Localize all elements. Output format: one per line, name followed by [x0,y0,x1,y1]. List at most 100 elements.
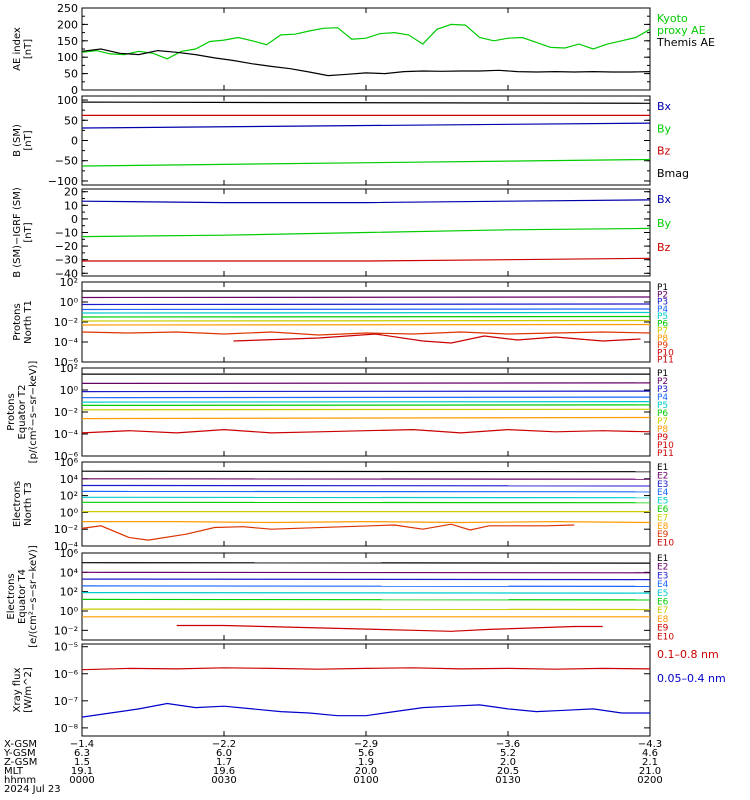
panel-frame [81,367,651,457]
legend-entry: E7 [657,606,668,616]
series-line-E9 [176,624,603,632]
y-axis-label: [nT] [23,130,34,150]
legend-entry: P1 [657,283,668,293]
y-tick-label: 10⁶ [60,547,79,560]
y-axis-label: [e/(cm²−s−sr−keV)] [28,545,39,648]
series-line-Bx [81,122,651,129]
y-tick-label: 10² [60,490,78,503]
legend-entry: E8 [657,522,669,532]
legend-entry: P3 [657,298,668,308]
series-line-Themis-AE [81,48,651,77]
y-tick-label: 150 [57,35,78,48]
legend-entry: By [657,122,672,135]
series-line-E8 [82,520,651,524]
legend-entry: P7 [657,417,668,427]
legend-entry: P1 [657,369,668,379]
y-tick-label: 10⁻⁴ [54,336,79,349]
y-tick-label: 10⁴ [60,566,79,579]
x-axis-row-value: 4.6 [642,748,658,759]
y-axis-label: [nT] [23,222,34,242]
x-axis-row-value: 0200 [637,775,662,786]
y-tick-label: 10⁻² [54,523,78,536]
y-tick-label: 0 [71,213,78,226]
y-axis-label: [nT] [23,39,34,59]
y-tick-label: −100 [48,175,78,188]
legend-entry: 0.05–0.4 nm [657,672,726,685]
legend-entry: Kyoto [657,12,688,25]
x-axis-row-value: 19.6 [213,766,235,777]
series-line-P7 [81,319,651,322]
legend-entry: E5 [657,497,668,507]
legend-entry: P3 [657,385,668,395]
y-tick-label: 0 [71,84,78,97]
legend-entry: E2 [657,563,668,573]
x-axis-row-value: 0030 [211,775,236,786]
y-axis-label: B (SM) [12,124,23,157]
legend-entry: Bx [657,100,672,113]
legend-entry: E3 [657,571,668,581]
series-line-Bz [82,257,651,262]
y-tick-label: 100 [57,51,78,64]
y-tick-label: 10⁻⁸ [54,722,79,735]
series-line-P3 [81,390,651,393]
panel-frame [81,643,651,737]
legend-entry: P8 [657,425,668,435]
x-axis-row-value: 1.7 [216,757,232,768]
legend-entry: 0.1–0.8 nm [657,648,719,661]
series-line-P6 [81,315,651,318]
series-line-P8 [81,323,651,326]
series-line-P4 [81,396,651,399]
legend-entry: P6 [657,319,668,329]
x-axis-row-value: 0100 [353,775,378,786]
legend-entry: E3 [657,480,668,490]
series-line-P9 [81,331,651,336]
x-axis-row-value: 2.0 [500,757,516,768]
y-tick-label: −20 [55,240,78,253]
y-tick-label: −30 [55,254,78,267]
legend-entry: P9 [657,433,668,443]
legend-entry: P2 [657,377,668,387]
series-line-E6 [81,598,651,601]
legend-entry: E1 [657,463,668,473]
series-line-E9 [81,523,575,541]
legend-entry: P8 [657,334,668,344]
y-axis-label: Protons [6,393,17,430]
legend-entry: proxy AE [657,24,706,37]
y-axis-label: North T3 [23,482,34,526]
y-axis-label: Equator T4 [17,569,28,624]
x-axis-row-value: −1.4 [70,739,94,750]
y-tick-label: 10⁻⁶ [54,356,79,369]
y-tick-label: 10⁰ [60,506,79,519]
y-tick-label: 10² [60,362,78,375]
series-line-P5 [81,311,651,314]
series-line-P5 [81,401,651,403]
legend-entry: P5 [657,312,668,322]
y-axis-label: Electrons [6,573,17,619]
legend-entry: Bx [657,193,672,206]
legend-entry: E6 [657,505,669,515]
x-axis-row-label: X-GSM [4,739,37,750]
y-axis-label: Xray flux [12,668,23,713]
y-tick-label: 10⁻⁶ [54,668,79,681]
legend-entry: E9 [657,624,669,634]
series-line-E3 [81,578,651,581]
x-axis-row-value: −2.9 [354,739,378,750]
legend-entry: P4 [657,393,668,403]
series-line-By [81,158,651,167]
legend-entry: E10 [657,632,674,642]
x-axis-row-value: 20.5 [497,766,519,777]
y-tick-label: 10² [60,586,78,599]
y-tick-label: 10⁻⁶ [54,450,79,463]
x-axis-row-label: Y-GSM [3,748,36,759]
legend-entry: P7 [657,327,668,337]
y-tick-label: 10⁻⁵ [54,641,78,654]
y-tick-label: 10⁻² [54,624,78,637]
y-tick-label: 10⁰ [60,605,79,618]
series-line-P2 [81,296,651,299]
y-tick-label: 10⁻⁴ [54,428,79,441]
series-line-Bx [81,199,651,204]
y-tick-label: −50 [55,155,78,168]
x-axis-row-value: 19.1 [71,766,93,777]
y-axis-label: North T1 [23,300,34,344]
series-line-Kyoto-proxy-AE [81,23,651,60]
